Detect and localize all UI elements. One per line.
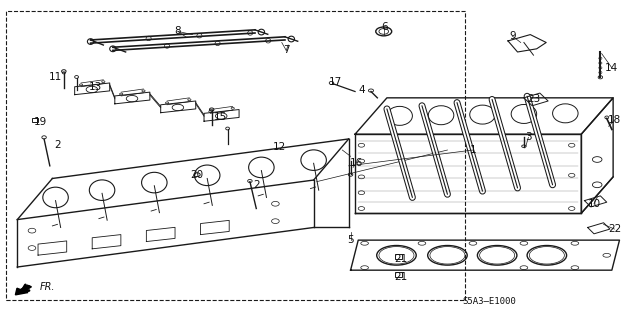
Text: 9: 9 <box>509 31 516 41</box>
Text: 13: 13 <box>89 82 102 92</box>
Bar <box>394 254 402 259</box>
Text: 6: 6 <box>381 22 388 32</box>
Text: 14: 14 <box>605 63 618 73</box>
Bar <box>32 118 38 122</box>
Text: 8: 8 <box>175 26 181 36</box>
Text: 20: 20 <box>191 170 204 180</box>
Text: 11: 11 <box>49 72 62 82</box>
Text: 1: 1 <box>470 145 476 155</box>
Text: 3: 3 <box>525 132 532 142</box>
Text: 15: 15 <box>213 112 227 122</box>
Text: 7: 7 <box>283 45 289 56</box>
Text: 4: 4 <box>358 85 365 95</box>
Bar <box>394 272 402 277</box>
Text: 12: 12 <box>273 142 287 152</box>
Text: 21: 21 <box>394 271 408 281</box>
Text: 23: 23 <box>527 94 540 104</box>
Bar <box>6 11 465 300</box>
Text: 22: 22 <box>608 224 621 234</box>
Text: 21: 21 <box>394 254 408 264</box>
Text: 16: 16 <box>349 158 363 168</box>
Text: 19: 19 <box>35 117 47 127</box>
Text: 5: 5 <box>348 235 354 245</box>
Text: 18: 18 <box>608 115 621 125</box>
Text: 10: 10 <box>588 199 600 209</box>
Text: S5A3–E1000: S5A3–E1000 <box>462 297 516 306</box>
Text: 2: 2 <box>54 140 61 150</box>
Text: 2: 2 <box>253 180 260 190</box>
Text: 17: 17 <box>330 77 342 87</box>
FancyArrow shape <box>15 285 31 295</box>
Text: FR.: FR. <box>40 282 55 292</box>
